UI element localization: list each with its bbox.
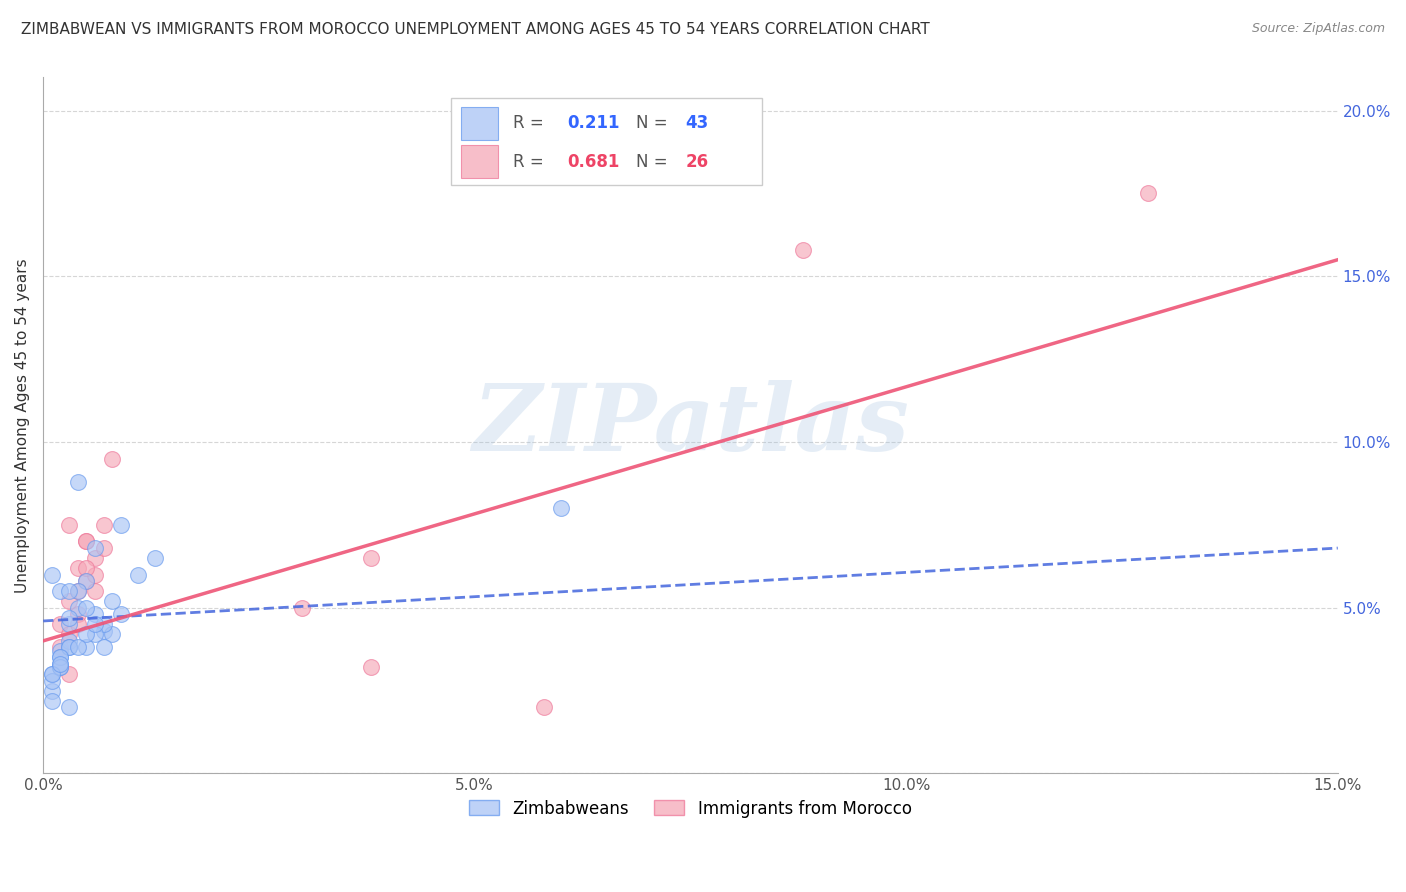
Point [49, 660, 72, 674]
Point [84, 551, 107, 566]
Point [75, 574, 97, 589]
FancyBboxPatch shape [451, 98, 762, 186]
Point [49, 650, 72, 665]
Legend: Zimbabweans, Immigrants from Morocco: Zimbabweans, Immigrants from Morocco [463, 793, 918, 824]
Point [66, 584, 89, 599]
Point [58, 667, 80, 681]
Point [84, 627, 107, 641]
Text: 43: 43 [685, 114, 709, 132]
Point [533, 700, 555, 714]
Point [101, 594, 124, 608]
Point [93, 517, 115, 532]
Point [84, 567, 107, 582]
Text: ZIMBABWEAN VS IMMIGRANTS FROM MOROCCO UNEMPLOYMENT AMONG AGES 45 TO 54 YEARS COR: ZIMBABWEAN VS IMMIGRANTS FROM MOROCCO UN… [21, 22, 929, 37]
Text: Source: ZipAtlas.com: Source: ZipAtlas.com [1251, 22, 1385, 36]
Point [66, 475, 89, 489]
Point [49, 657, 72, 671]
Point [49, 650, 72, 665]
Text: N =: N = [636, 114, 673, 132]
Point [93, 541, 115, 555]
Point [58, 617, 80, 632]
Point [1136, 186, 1159, 201]
Point [58, 594, 80, 608]
Point [49, 640, 72, 655]
Point [58, 610, 80, 624]
Point [360, 660, 382, 674]
Point [49, 617, 72, 632]
Point [75, 627, 97, 641]
Point [110, 517, 132, 532]
Point [84, 617, 107, 632]
FancyBboxPatch shape [461, 107, 498, 140]
Point [145, 551, 167, 566]
Point [93, 624, 115, 638]
Text: R =: R = [513, 153, 550, 170]
Point [84, 541, 107, 555]
Point [49, 657, 72, 671]
Point [49, 584, 72, 599]
Point [41, 667, 63, 681]
Point [84, 584, 107, 599]
Point [93, 617, 115, 632]
Point [66, 561, 89, 575]
Point [75, 574, 97, 589]
Text: N =: N = [636, 153, 673, 170]
Point [792, 243, 814, 257]
Point [66, 617, 89, 632]
Point [66, 640, 89, 655]
Point [93, 640, 115, 655]
Point [41, 567, 63, 582]
Point [101, 627, 124, 641]
Point [58, 700, 80, 714]
Point [49, 660, 72, 674]
Point [75, 600, 97, 615]
Point [58, 584, 80, 599]
Point [550, 501, 572, 516]
Point [66, 600, 89, 615]
Text: 0.681: 0.681 [568, 153, 620, 170]
Point [291, 600, 314, 615]
Y-axis label: Unemployment Among Ages 45 to 54 years: Unemployment Among Ages 45 to 54 years [15, 258, 30, 593]
Point [360, 551, 382, 566]
Point [110, 607, 132, 622]
Point [127, 567, 149, 582]
Point [84, 607, 107, 622]
Point [75, 640, 97, 655]
Text: ZIPatlas: ZIPatlas [472, 380, 910, 470]
Point [58, 627, 80, 641]
Point [101, 451, 124, 466]
Point [58, 633, 80, 648]
Point [66, 584, 89, 599]
Point [41, 667, 63, 681]
FancyBboxPatch shape [461, 145, 498, 178]
Point [41, 693, 63, 707]
Point [41, 683, 63, 698]
Point [58, 517, 80, 532]
Text: R =: R = [513, 114, 550, 132]
Point [58, 640, 80, 655]
Point [75, 534, 97, 549]
Point [58, 640, 80, 655]
Point [75, 534, 97, 549]
Point [41, 673, 63, 688]
Point [49, 644, 72, 658]
Point [75, 561, 97, 575]
Point [66, 607, 89, 622]
Text: 26: 26 [685, 153, 709, 170]
Text: 0.211: 0.211 [568, 114, 620, 132]
